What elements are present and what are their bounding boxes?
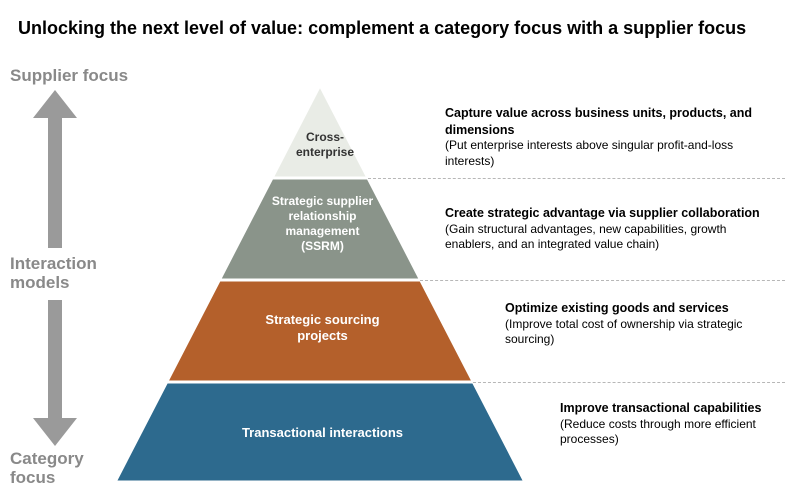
pyramid-tier-strategic-sourcing (167, 280, 474, 382)
pyramid-tier-transactional (115, 382, 525, 482)
annotation-sourcing: Optimize existing goods and services(Imp… (505, 300, 770, 348)
leader-line-2 (473, 382, 785, 383)
annotation-ssrm: Create strategic advantage via supplier … (445, 205, 770, 253)
pyramid-tier-ssrm (219, 178, 420, 280)
leader-line-0 (368, 178, 785, 179)
annotation-transactional: Improve transactional capabilities(Reduc… (560, 400, 785, 448)
annotation-cross-enterprise: Capture value across business units, pro… (445, 105, 780, 169)
pyramid-tier-cross-enterprise (272, 85, 368, 178)
leader-line-1 (420, 280, 785, 281)
